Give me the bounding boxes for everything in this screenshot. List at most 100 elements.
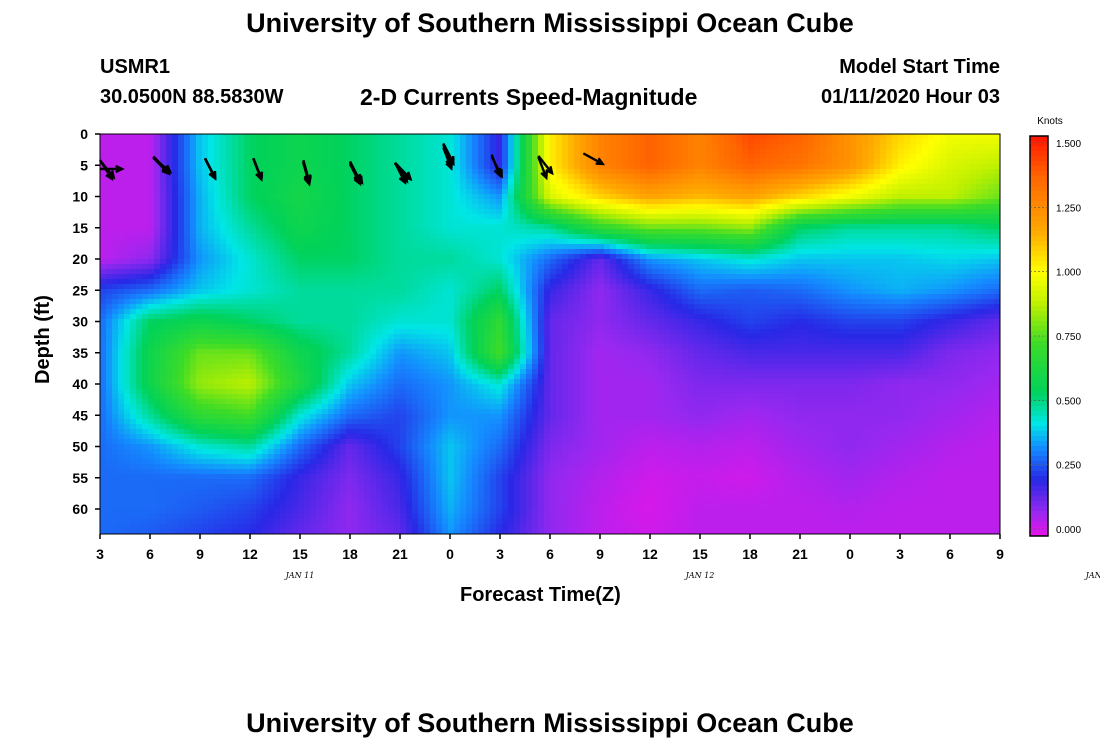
heatmap-cell [526,169,533,175]
heatmap-cell [148,199,155,205]
heatmap-cell [682,259,689,265]
heatmap-cell [172,289,179,295]
heatmap-cell [220,134,227,140]
heatmap-cell [718,199,725,205]
heatmap-cell [928,194,935,200]
heatmap-cell [184,244,191,250]
heatmap-cell [622,134,629,140]
heatmap-cell [508,254,515,260]
heatmap-cell [196,279,203,285]
heatmap-cell [796,179,803,185]
heatmap-cell [406,179,413,185]
heatmap-cell [616,149,623,155]
heatmap-cell [760,284,767,290]
heatmap-cell [988,239,995,245]
heatmap-cell [700,149,707,155]
heatmap-cell [670,134,677,140]
heatmap-cell [538,244,545,250]
heatmap-cell [754,254,761,260]
heatmap-cell [124,219,131,225]
heatmap-cell [172,254,179,260]
heatmap-cell [958,174,965,180]
heatmap-cell [178,264,185,270]
heatmap-cell [226,164,233,170]
heatmap-cell [472,174,479,180]
heatmap-cell [958,204,965,210]
heatmap-cell [634,229,641,235]
heatmap-cell [634,194,641,200]
heatmap-cell [292,164,299,170]
heatmap-cell [640,244,647,250]
heatmap-cell [274,169,281,175]
heatmap-cell [130,259,137,265]
heatmap-cell [730,259,737,265]
heatmap-cell [256,269,263,275]
heatmap-cell [436,249,443,255]
heatmap-cell [346,279,353,285]
heatmap-cell [220,234,227,240]
heatmap-cell [370,184,377,190]
heatmap-cell [766,279,773,285]
heatmap-cell [316,204,323,210]
heatmap-cell [202,214,209,220]
heatmap-cell [268,289,275,295]
heatmap-cell [748,289,755,295]
heatmap-cell [112,174,119,180]
heatmap-cell [412,259,419,265]
heatmap-cell [430,204,437,210]
heatmap-cell [556,174,563,180]
heatmap-cell [964,149,971,155]
heatmap-cell [106,254,113,260]
heatmap-cell [280,134,287,140]
heatmap-cell [454,249,461,255]
heatmap-cell [460,204,467,210]
heatmap-cell [214,234,221,240]
heatmap-cell [406,269,413,275]
heatmap-cell [196,149,203,155]
heatmap-cell [922,154,929,160]
heatmap-cell [190,149,197,155]
heatmap-cell [256,259,263,265]
heatmap-cell [562,269,569,275]
heatmap-cell [832,159,839,165]
heatmap-cell [544,294,551,300]
heatmap-cell [910,199,917,205]
heatmap-cell [754,209,761,215]
heatmap-cell [982,174,989,180]
heatmap-cell [538,289,545,295]
heatmap-cell [742,134,749,140]
heatmap-cell [448,264,455,270]
heatmap-cell [916,139,923,145]
heatmap-cell [256,159,263,165]
heatmap-cell [346,274,353,280]
heatmap-cell [676,279,683,285]
heatmap-cell [406,139,413,145]
heatmap-cell [358,214,365,220]
heatmap-cell [694,279,701,285]
heatmap-cell [766,234,773,240]
heatmap-cell [280,294,287,300]
heatmap-cell [964,244,971,250]
heatmap-cell [328,189,335,195]
heatmap-cell [898,169,905,175]
heatmap-cell [700,224,707,230]
heatmap-cell [688,169,695,175]
heatmap-cell [130,194,137,200]
heatmap-cell [364,264,371,270]
heatmap-cell [334,209,341,215]
heatmap-cell [958,154,965,160]
heatmap-cell [370,289,377,295]
heatmap-cell [358,184,365,190]
heatmap-cell [370,264,377,270]
heatmap-cell [136,159,143,165]
heatmap-cell [706,219,713,225]
heatmap-cell [934,269,941,275]
heatmap-cell [424,224,431,230]
heatmap-cell [862,284,869,290]
heatmap-cell [652,184,659,190]
heatmap-cell [232,239,239,245]
heatmap-cell [670,139,677,145]
heatmap-cell [946,234,953,240]
heatmap-cell [502,234,509,240]
heatmap-cell [814,294,821,300]
